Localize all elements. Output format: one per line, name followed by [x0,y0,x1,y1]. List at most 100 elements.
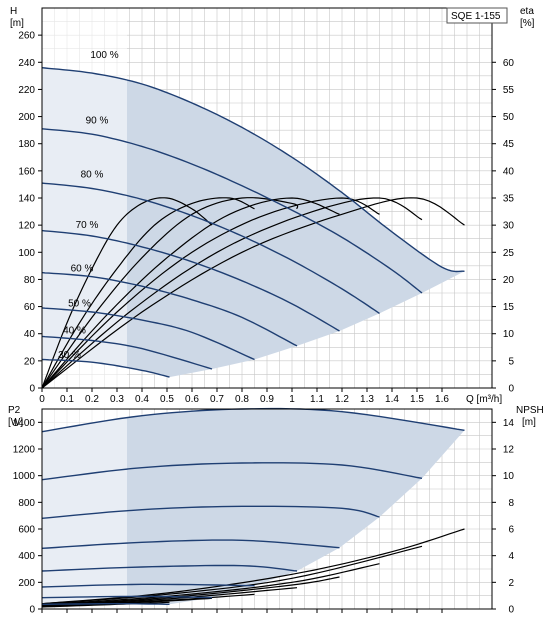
top-x-tick-label: 0.3 [110,394,124,405]
bottom-y-tick-label: 600 [18,525,35,536]
top-y-tick-label: 0 [29,384,35,395]
head-curve-40 [41,335,213,370]
top-y2-unit-top: eta [520,6,534,17]
top-x-tick-label: 1.6 [435,394,449,405]
top-x-tick-label: 1.3 [360,394,374,405]
bottom-low-flow-zone [42,409,127,609]
top-y-tick-label: 200 [18,112,35,123]
power-curve-7 [42,603,170,605]
head-curve-30 [41,358,170,378]
efficiency-curve-2 [41,197,299,389]
top-x-tick-label: 0 [39,394,45,405]
bottom-y-tick-label: 1400 [13,418,36,429]
top-x-tick-label: 0.4 [135,394,149,405]
top-x-tick-label: 1.5 [410,394,424,405]
bottom-y2-tick-label: 2 [508,578,514,589]
bottom-y2-tick-label: 14 [503,418,515,429]
top-y2-tick-label: 5 [508,356,514,367]
top-y-unit-bottom: [m] [10,18,24,29]
top-low-flow-zone [42,8,127,388]
top-x-axis-label: Q [m³/h] [466,394,502,405]
power-curve-4 [41,564,298,572]
top-y2-unit-bottom: [%] [520,18,535,29]
top-y-tick-label: 160 [18,166,35,177]
speed-label: 80 % [81,170,104,181]
top-x-tick-label: 0.9 [260,394,274,405]
bottom-y2-tick-label: 6 [508,525,514,536]
head-curve-80 [41,182,380,314]
bottom-y-unit-bottom: [W] [8,417,23,428]
top-y2-tick-label: 50 [503,112,515,123]
head-curve-60 [41,271,298,347]
bottom-y-tick-label: 0 [29,605,35,616]
bottom-y2-unit-top: NPSH [516,405,544,416]
efficiency-curve-0 [41,197,213,389]
npsh-curve-2 [41,563,380,605]
speed-label: 40 % [63,326,86,337]
power-curve-3 [41,539,340,549]
bottom-y2-unit-bottom: [m] [522,417,536,428]
bottom-y-unit-top: P2 [8,405,21,416]
top-y2-tick-label: 45 [503,139,515,150]
top-x-tick-label: 0.2 [85,394,99,405]
head-efficiency-plot: 100 % 90 % 80 % 70 % 60 % 50 % 40 % 30 % 0 20 40 60… [18,7,515,405]
speed-label: 30 % [58,350,81,361]
top-y-tick-label: 100 [18,248,35,259]
top-y2-tick-label: 40 [503,166,515,177]
top-x-tick-label: 0.7 [210,394,224,405]
top-x-tick-label: 1.4 [385,394,399,405]
top-y-tick-label: 20 [24,356,36,367]
top-y-tick-label: 140 [18,194,35,205]
model-label-box [446,7,508,24]
top-y-tick-label: 220 [18,85,35,96]
power-curve-6 [41,595,213,599]
top-x-tick-label: 1.1 [310,394,324,405]
top-y2-tick-label: 30 [503,221,515,232]
efficiency-curve-5 [41,197,423,389]
efficiency-curve-3 [41,197,340,389]
top-y2-tick-label: 0 [508,384,514,395]
efficiency-curve-1 [41,197,255,389]
npsh-curve-1 [41,545,423,605]
power-curve-5 [41,583,255,588]
top-y-tick-label: 240 [18,58,35,69]
bottom-y2-tick-label: 4 [508,551,514,562]
head-curve-70 [41,229,340,332]
bottom-y2-tick-label: 8 [508,498,514,509]
bottom-y-tick-label: 400 [18,551,35,562]
speed-label: 60 % [71,263,94,274]
top-y2-tick-label: 35 [503,194,515,205]
top-x-tick-label: 0.6 [185,394,199,405]
top-y2-tick-label: 20 [503,275,515,286]
speed-label: 50 % [68,299,91,310]
top-y-tick-label: 80 [24,275,36,286]
top-y2-tick-label: 15 [503,302,515,313]
power-npsh-plot: 0 200 400 600 800 1000 1200 1400 0 2 4 6 8 10 12 14 [13,407,515,616]
head-curve-50 [41,307,255,361]
bottom-y2-tick-label: 12 [503,445,515,456]
bottom-y2-tick-label: 0 [508,605,514,616]
top-y-tick-label: 60 [24,302,36,313]
top-y2-tick-label: 10 [503,329,515,340]
head-curve-100 [41,67,465,273]
top-y-tick-label: 120 [18,221,35,232]
top-y2-tick-label: 25 [503,248,515,259]
top-y-unit-top: H [10,6,17,17]
top-y-tick-label: 40 [24,329,36,340]
top-y2-tick-label: 60 [503,58,515,69]
bottom-y-tick-label: 200 [18,578,35,589]
head-curve-90 [41,128,423,294]
top-y2-tick-label: 55 [503,85,515,96]
bottom-y-tick-label: 1200 [13,445,36,456]
model-label: SQE 1-155 [451,11,501,22]
power-curve-1 [41,462,423,481]
top-x-tick-label: 1 [289,394,295,405]
top-x-tick-label: 0.5 [160,394,174,405]
bottom-y2-tick-label: 10 [503,471,515,482]
speed-label: 70 % [76,220,99,231]
top-x-tick-label: 1.2 [335,394,349,405]
bottom-y-tick-label: 1000 [13,471,36,482]
bottom-y-tick-label: 800 [18,498,35,509]
top-x-tick-label: 0.1 [60,394,74,405]
